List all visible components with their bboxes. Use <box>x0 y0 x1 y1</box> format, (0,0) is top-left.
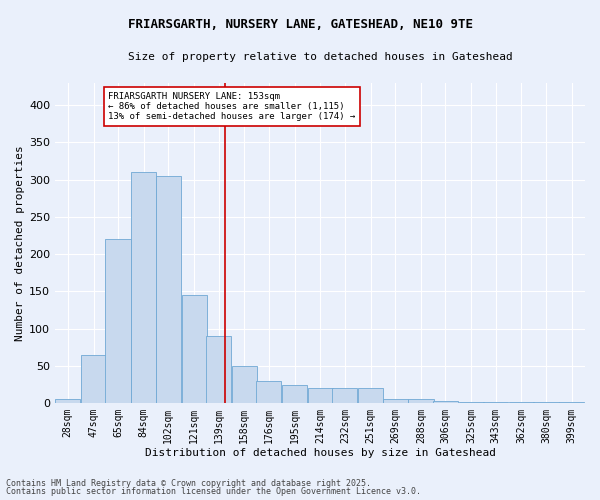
Text: FRIARSGARTH NURSERY LANE: 153sqm
← 86% of detached houses are smaller (1,115)
13: FRIARSGARTH NURSERY LANE: 153sqm ← 86% o… <box>108 92 355 122</box>
Bar <box>332 388 358 403</box>
Y-axis label: Number of detached properties: Number of detached properties <box>15 145 25 341</box>
Bar <box>155 176 181 403</box>
Bar <box>282 384 307 403</box>
Bar <box>483 402 508 403</box>
Bar <box>383 400 408 403</box>
Bar <box>106 239 131 403</box>
Bar <box>182 295 206 403</box>
Bar <box>409 400 434 403</box>
Title: Size of property relative to detached houses in Gateshead: Size of property relative to detached ho… <box>128 52 512 62</box>
Bar <box>458 402 484 403</box>
Bar <box>131 172 157 403</box>
Bar <box>81 355 106 403</box>
Text: Contains HM Land Registry data © Crown copyright and database right 2025.: Contains HM Land Registry data © Crown c… <box>6 478 371 488</box>
Bar <box>308 388 333 403</box>
Text: Contains public sector information licensed under the Open Government Licence v3: Contains public sector information licen… <box>6 487 421 496</box>
Bar <box>206 336 231 403</box>
Bar <box>358 388 383 403</box>
X-axis label: Distribution of detached houses by size in Gateshead: Distribution of detached houses by size … <box>145 448 496 458</box>
Bar <box>433 401 458 403</box>
Bar <box>232 366 257 403</box>
Bar <box>533 402 559 403</box>
Bar <box>509 402 534 403</box>
Text: FRIARSGARTH, NURSERY LANE, GATESHEAD, NE10 9TE: FRIARSGARTH, NURSERY LANE, GATESHEAD, NE… <box>128 18 473 30</box>
Bar <box>256 381 281 403</box>
Bar <box>55 400 80 403</box>
Bar <box>559 402 584 403</box>
